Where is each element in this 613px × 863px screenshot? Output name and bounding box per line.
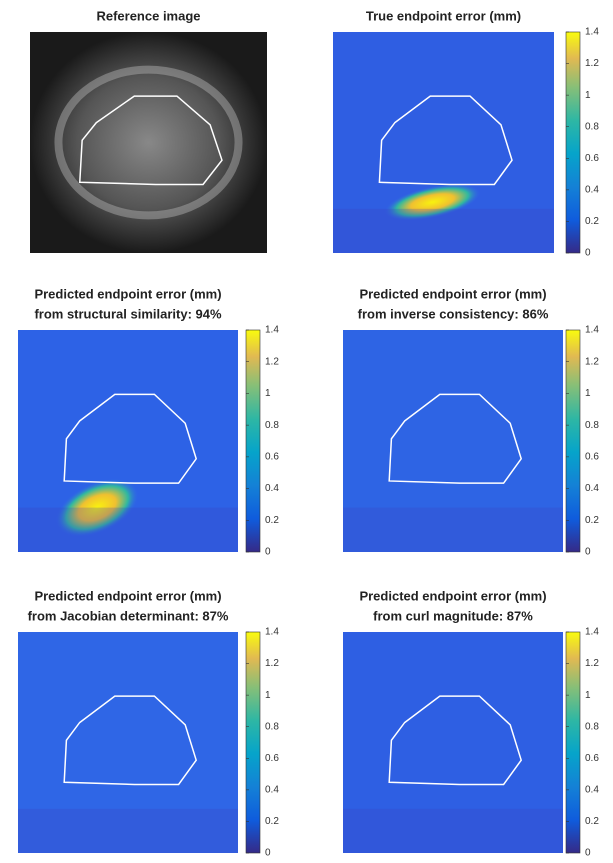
colorbar-tick-label: 0.8 — [265, 721, 279, 732]
colorbar — [246, 330, 260, 552]
colorbar-tick-label: 1.4 — [585, 27, 599, 38]
colorbar-tick-label: 1.4 — [585, 627, 599, 638]
panel-title: from Jacobian determinant: 87% — [28, 608, 229, 623]
colorbar-tick-label: 1.2 — [585, 58, 599, 69]
colorbar-tick-label: 1 — [585, 90, 591, 101]
panel-title: from curl magnitude: 87% — [373, 608, 533, 623]
colorbar-tick-label: 0.2 — [265, 515, 279, 526]
colorbar-tick-label: 0.2 — [265, 816, 279, 827]
colorbar-tick-label: 1.4 — [265, 627, 279, 638]
colorbar-tick-label: 1.2 — [265, 658, 279, 669]
colorbar-tick-label: 1 — [585, 388, 591, 399]
panel-title: from inverse consistency: 86% — [358, 306, 549, 321]
figure: Reference image True endpoint error (mm) 0… — [0, 0, 613, 858]
colorbar-tick-label: 1.2 — [265, 356, 279, 367]
colorbar-tick-label: 0.6 — [265, 451, 279, 462]
colorbar-tick-label: 0.4 — [585, 184, 599, 195]
colorbar-tick-label: 0 — [585, 848, 591, 858]
colorbar-tick-label: 1.2 — [585, 356, 599, 367]
colorbar-tick-label: 0.4 — [265, 784, 279, 795]
colorbar-tick-label: 0.2 — [585, 515, 599, 526]
reference-image — [30, 32, 267, 253]
heatmap-shade — [343, 508, 563, 552]
panel-title: from structural similarity: 94% — [34, 306, 222, 321]
colorbar-tick-label: 0 — [585, 547, 591, 558]
colorbar-tick-label: 1 — [265, 690, 271, 701]
heatmap-shade — [343, 809, 563, 853]
panel-title: Predicted endpoint error (mm) — [359, 588, 546, 603]
heatmap-shade — [18, 809, 238, 853]
colorbar-tick-label: 0.6 — [585, 753, 599, 764]
colorbar-tick-label: 0 — [265, 848, 271, 858]
colorbar-tick-label: 0.6 — [585, 451, 599, 462]
colorbar — [566, 330, 580, 552]
colorbar-tick-label: 1.4 — [265, 325, 279, 336]
colorbar-tick-label: 0 — [585, 248, 591, 259]
colorbar-tick-label: 0 — [265, 547, 271, 558]
colorbar-tick-label: 1 — [265, 388, 271, 399]
colorbar-tick-label: 0.2 — [585, 216, 599, 227]
panel-title: Predicted endpoint error (mm) — [34, 286, 221, 301]
panel-title: True endpoint error (mm) — [366, 8, 521, 23]
colorbar-tick-label: 0.4 — [265, 483, 279, 494]
colorbar-tick-label: 0.2 — [585, 816, 599, 827]
panel-title: Predicted endpoint error (mm) — [34, 588, 221, 603]
colorbar-tick-label: 0.8 — [585, 121, 599, 132]
colorbar-tick-label: 0.4 — [585, 483, 599, 494]
colorbar — [246, 632, 260, 853]
colorbar-tick-label: 0.8 — [585, 420, 599, 431]
panel-title: Predicted endpoint error (mm) — [359, 286, 546, 301]
colorbar-tick-label: 0.6 — [585, 153, 599, 164]
colorbar-tick-label: 0.8 — [585, 721, 599, 732]
colorbar-tick-label: 0.4 — [585, 784, 599, 795]
colorbar-tick-label: 1 — [585, 690, 591, 701]
colorbar — [566, 32, 580, 253]
colorbar-tick-label: 1.2 — [585, 658, 599, 669]
heatmap-shade — [18, 508, 238, 552]
colorbar-tick-label: 0.6 — [265, 753, 279, 764]
colorbar-tick-label: 1.4 — [585, 325, 599, 336]
heatmap-shade — [333, 209, 554, 253]
colorbar-tick-label: 0.8 — [265, 420, 279, 431]
panel-title: Reference image — [96, 8, 200, 23]
colorbar — [566, 632, 580, 853]
